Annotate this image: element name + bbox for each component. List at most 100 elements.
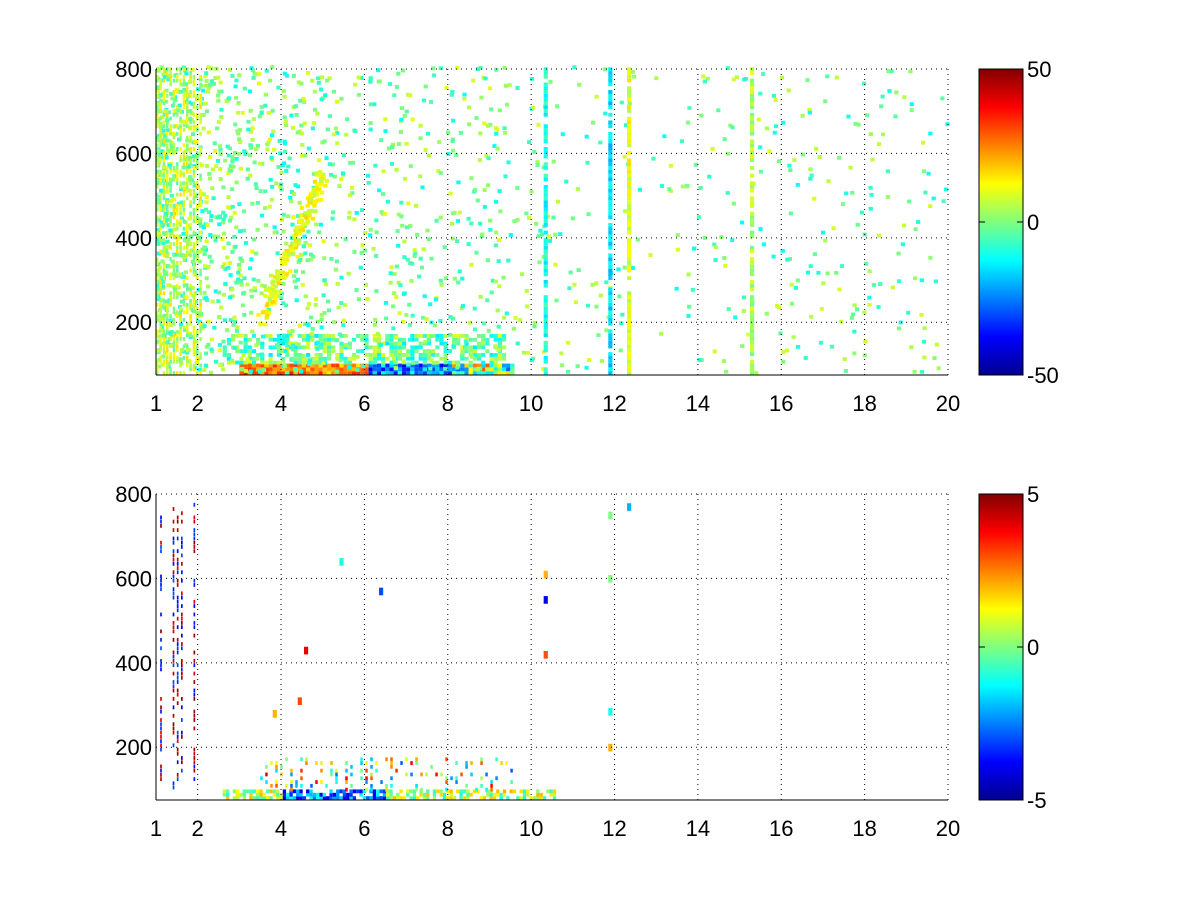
heatmap-cell [305, 220, 310, 225]
data-point [543, 570, 548, 579]
heatmap-cell [264, 360, 269, 365]
heatmap-cell [199, 105, 202, 110]
heatmap-cell [470, 772, 473, 777]
heatmap-cell [205, 223, 210, 227]
heatmap-cell [310, 783, 313, 788]
heatmap-cell [374, 230, 379, 235]
heatmap-cell [435, 772, 438, 777]
heatmap-cell [501, 363, 507, 368]
heatmap-cell [389, 337, 394, 342]
heatmap-cell [203, 351, 209, 356]
heatmap-cell [472, 337, 477, 342]
heatmap-cell [164, 99, 169, 104]
stripe-cell [543, 272, 548, 277]
heatmap-cell [176, 285, 181, 290]
heatmap-cell [493, 344, 498, 349]
heatmap-cell [309, 792, 313, 797]
heatmap-cell [172, 90, 176, 94]
heatmap-cell [449, 792, 453, 797]
heatmap-cell [176, 528, 179, 532]
heatmap-cell [352, 789, 357, 794]
heatmap-cell [199, 302, 202, 307]
heatmap-cell [392, 93, 397, 98]
stripe-cell [627, 124, 632, 129]
stripe-cell [608, 162, 613, 167]
heatmap-cell [159, 287, 162, 292]
stripe-cell [608, 268, 613, 273]
heatmap-cell [337, 332, 342, 337]
heatmap-cell [789, 282, 794, 287]
heatmap-cell [310, 126, 315, 131]
heatmap-cell [402, 113, 407, 118]
heatmap-cell [172, 306, 176, 311]
heatmap-cell [163, 232, 168, 236]
heatmap-cell [168, 344, 174, 348]
heatmap-cell [414, 203, 419, 208]
heatmap-cell [256, 313, 261, 317]
heatmap-cell [200, 247, 205, 252]
heatmap-cell [163, 269, 168, 274]
heatmap-cell [159, 192, 162, 197]
heatmap-cell [330, 761, 333, 765]
heatmap-cell [410, 261, 415, 266]
stripe-cell [627, 371, 632, 375]
heatmap-cell [162, 238, 166, 243]
heatmap-cell [203, 74, 208, 79]
heatmap-cell [360, 757, 363, 762]
heatmap-cell [192, 207, 196, 212]
heatmap-cell [166, 302, 169, 307]
heatmap-cell [451, 363, 457, 368]
heatmap-cell [182, 88, 187, 92]
heatmap-cell [397, 311, 402, 316]
stripe-cell [608, 169, 613, 174]
heatmap-cell [410, 337, 415, 342]
heatmap-cell [193, 536, 196, 541]
heatmap-cell [156, 94, 162, 99]
heatmap-cell [468, 320, 473, 325]
heatmap-cell [425, 228, 430, 233]
stripe-cell [627, 162, 632, 167]
heatmap-cell [160, 540, 162, 545]
heatmap-cell [383, 117, 388, 122]
heatmap-cell [446, 151, 451, 156]
heatmap-cell [160, 284, 165, 289]
heatmap-cell [306, 229, 311, 234]
x-tick-label: 6 [358, 391, 370, 416]
heatmap-cell [459, 306, 464, 311]
heatmap-cell [235, 129, 240, 134]
heatmap-cell [284, 248, 289, 253]
heatmap-cell [773, 124, 779, 129]
heatmap-cell [469, 221, 474, 226]
heatmap-cell [182, 181, 186, 186]
heatmap-cell [487, 86, 493, 91]
heatmap-cell [159, 238, 162, 243]
stripe-cell [543, 264, 548, 269]
heatmap-cell [156, 185, 159, 189]
heatmap-cell [389, 796, 393, 800]
heatmap-cell [362, 796, 367, 800]
heatmap-cell [220, 264, 225, 269]
heatmap-cell [381, 192, 386, 196]
heatmap-cell [285, 367, 290, 372]
heatmap-cell [313, 303, 318, 307]
heatmap-cell [456, 337, 461, 342]
heatmap-cell [389, 792, 393, 797]
heatmap-cell [923, 190, 928, 195]
heatmap-cell [496, 792, 500, 797]
heatmap-cell [436, 789, 440, 794]
heatmap-cell [275, 251, 280, 256]
heatmap-cell [159, 264, 162, 269]
heatmap-cell [257, 72, 262, 76]
heatmap-cell [292, 796, 297, 800]
heatmap-cell [475, 198, 480, 203]
heatmap-cell [322, 349, 327, 354]
heatmap-cell [159, 344, 162, 349]
heatmap-cell [439, 371, 444, 375]
heatmap-cell [192, 257, 196, 262]
heatmap-cell [497, 284, 502, 289]
stripe-cell [750, 340, 755, 345]
heatmap-cell [189, 78, 192, 83]
heatmap-cell [731, 77, 736, 82]
heatmap-cell [306, 371, 311, 375]
stripe-cell [608, 344, 613, 349]
